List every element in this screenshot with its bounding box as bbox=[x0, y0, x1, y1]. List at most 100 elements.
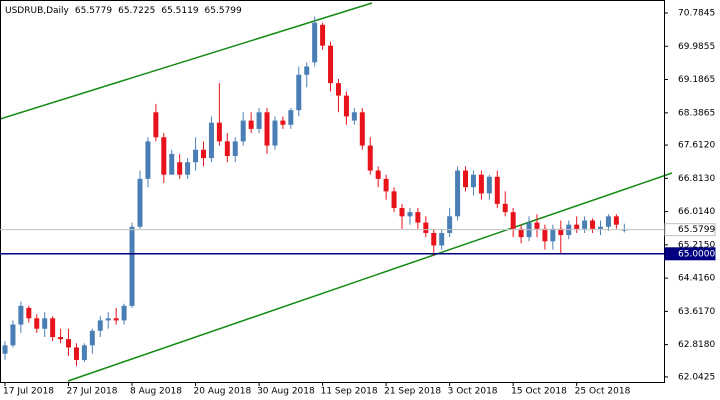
candle-body bbox=[232, 141, 238, 156]
candle-body bbox=[304, 66, 310, 75]
candle-body bbox=[201, 149, 206, 159]
candle-body bbox=[50, 318, 56, 338]
x-tick-label: 25 Oct 2018 bbox=[575, 387, 631, 397]
candle-body bbox=[447, 216, 453, 233]
candle-body bbox=[145, 141, 151, 179]
candle-body bbox=[89, 330, 95, 346]
y-tick-label: 67.6120 bbox=[678, 141, 715, 151]
x-tick-label: 27 Jul 2018 bbox=[67, 387, 118, 397]
candle-body bbox=[73, 347, 79, 360]
symbol: USDRUB,Daily bbox=[5, 6, 70, 16]
candles bbox=[2, 16, 627, 367]
candle-body bbox=[415, 212, 421, 223]
candle-body bbox=[224, 141, 230, 156]
candle-body bbox=[161, 137, 167, 175]
y-tick-label: 65.2150 bbox=[678, 240, 715, 250]
price-label: 65.0000 bbox=[678, 249, 715, 259]
candle-body bbox=[343, 95, 349, 117]
candle-body bbox=[470, 174, 476, 188]
y-tick-label: 70.7845 bbox=[678, 9, 715, 19]
candle-body bbox=[391, 191, 397, 209]
candle-body bbox=[97, 320, 103, 331]
plot-frame bbox=[0, 0, 665, 383]
candle-body bbox=[26, 307, 32, 319]
ohlc-value: 65.5119 bbox=[161, 6, 198, 16]
x-tick-label: 15 Oct 2018 bbox=[511, 387, 567, 397]
candle-body bbox=[518, 228, 524, 238]
candle-body bbox=[590, 220, 596, 229]
candle-body bbox=[494, 176, 500, 204]
candle-body bbox=[137, 178, 143, 227]
y-tick-label: 62.8180 bbox=[678, 340, 715, 350]
price-label-box bbox=[664, 223, 716, 237]
y-tick-label: 62.0425 bbox=[678, 372, 715, 382]
candle-body bbox=[558, 228, 564, 236]
y-tick-label: 69.9855 bbox=[678, 42, 715, 52]
x-tick-label: 3 Oct 2018 bbox=[448, 387, 498, 397]
x-tick-label: 11 Sep 2018 bbox=[321, 387, 378, 397]
y-tick-label: 66.0140 bbox=[678, 207, 715, 217]
candle-body bbox=[185, 162, 191, 175]
y-tick-label: 66.8130 bbox=[678, 174, 715, 184]
candle-body bbox=[129, 226, 135, 306]
candle-body bbox=[66, 339, 72, 348]
x-tick-label: 20 Aug 2018 bbox=[194, 387, 252, 397]
candle-body bbox=[574, 224, 580, 229]
ohlc-value: 65.5799 bbox=[205, 6, 242, 16]
candle-body bbox=[598, 226, 603, 229]
y-tick-label: 68.3865 bbox=[678, 108, 715, 118]
candle-body bbox=[58, 337, 64, 340]
candle-body bbox=[264, 112, 270, 146]
candle-body bbox=[240, 120, 246, 142]
candle-body bbox=[153, 112, 159, 138]
y-tick-label: 64.4160 bbox=[678, 274, 715, 284]
candle-body bbox=[288, 110, 294, 125]
candle-body bbox=[177, 162, 183, 175]
candle-body bbox=[463, 170, 469, 188]
candle-body bbox=[208, 122, 214, 159]
candle-body bbox=[375, 170, 381, 179]
candle-body bbox=[272, 120, 278, 146]
candle-body bbox=[605, 216, 611, 227]
candle-body bbox=[216, 122, 222, 142]
candle-body bbox=[2, 345, 8, 354]
candle-body bbox=[320, 24, 326, 46]
candle-body bbox=[10, 324, 16, 346]
candle-body bbox=[502, 203, 508, 213]
candle-body bbox=[351, 112, 357, 121]
ohlc-value: 65.5779 bbox=[75, 6, 112, 16]
lower-trend-line bbox=[67, 172, 673, 382]
chart-title: USDRUB,Daily 65.5779 65.7225 65.5119 65.5799 bbox=[5, 6, 242, 16]
candle-body bbox=[431, 232, 437, 246]
candle-body bbox=[248, 120, 254, 129]
candle-body bbox=[256, 112, 262, 129]
candle-body bbox=[423, 222, 429, 233]
candle-body bbox=[367, 145, 373, 171]
candle-body bbox=[510, 212, 516, 229]
x-tick-label: 30 Aug 2018 bbox=[257, 387, 315, 397]
candle-body bbox=[113, 318, 119, 321]
candle-body bbox=[296, 74, 302, 111]
candle-body bbox=[18, 305, 24, 325]
y-tick-label: 69.1865 bbox=[678, 75, 715, 85]
candle-body bbox=[34, 318, 40, 329]
candle-body bbox=[280, 120, 286, 125]
candle-body bbox=[81, 345, 87, 360]
candle-body bbox=[105, 318, 111, 321]
candle-body bbox=[407, 212, 413, 217]
candle-body bbox=[582, 220, 588, 229]
candle-body bbox=[455, 170, 461, 217]
candle-body bbox=[42, 318, 48, 329]
candle-body bbox=[121, 305, 127, 321]
candle-body bbox=[328, 45, 334, 84]
candle-body bbox=[486, 176, 492, 194]
x-tick-label: 17 Jul 2018 bbox=[3, 387, 54, 397]
candle-body bbox=[613, 216, 619, 225]
candle-body bbox=[478, 174, 484, 194]
candle-body bbox=[542, 228, 548, 242]
candle-body bbox=[193, 149, 199, 163]
candle-body bbox=[335, 83, 341, 96]
price-label-box bbox=[664, 247, 716, 261]
